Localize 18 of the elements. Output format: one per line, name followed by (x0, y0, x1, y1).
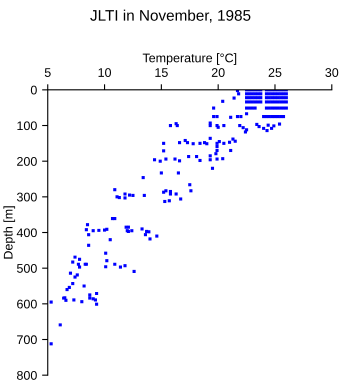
y-tick-label: 0 (30, 86, 37, 95)
y-tick-label: 400 (16, 228, 37, 238)
y-tick-label: 200 (17, 156, 37, 166)
x-tick-label: 5 (44, 68, 51, 77)
y-tick-label: 600 (17, 300, 37, 308)
y-tick-label: 500 (16, 264, 37, 273)
y-axis-title: Depth [m] (3, 206, 16, 259)
x-tick-label: 25 (268, 68, 282, 77)
x-tick-label: 10 (98, 68, 112, 77)
y-tick-label: 700 (17, 335, 37, 344)
x-tick-label: 30 (325, 68, 338, 77)
x-tick-label: 15 (155, 68, 168, 77)
x-tick-label: 20 (212, 68, 225, 77)
y-tick-label: 100 (17, 121, 37, 130)
x-axis-title: Temperature [°C] (142, 53, 236, 65)
y-tick-label: 800 (17, 370, 37, 380)
chart-title: JLTI in November, 1985 (90, 10, 250, 23)
y-tick-label: 300 (16, 192, 37, 202)
